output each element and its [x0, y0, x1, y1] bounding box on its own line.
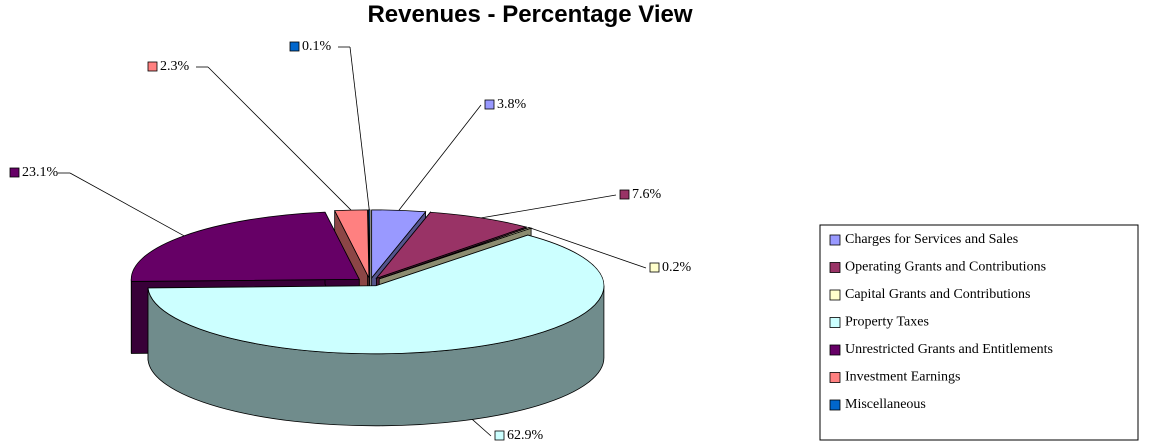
- legend-swatch: [829, 234, 841, 246]
- legend-label: Charges for Services and Sales: [845, 232, 1018, 247]
- label-swatch: [484, 99, 495, 110]
- legend-label: Operating Grants and Contributions: [845, 260, 1046, 275]
- legend-box: [819, 224, 1139, 441]
- label-swatch: [619, 189, 630, 200]
- leader-line: [529, 227, 647, 269]
- legend-swatch: [829, 344, 841, 356]
- legend-label: Unrestricted Grants and Entitlements: [845, 342, 1053, 357]
- slice: [147, 234, 605, 355]
- leader-line: [481, 194, 617, 219]
- legend-swatch: [829, 289, 841, 301]
- legend-swatch: [829, 399, 841, 411]
- label-swatch: [289, 41, 300, 52]
- label-swatch: [9, 167, 20, 178]
- legend-label: Capital Grants and Contributions: [845, 287, 1030, 302]
- data-label: 7.6%: [632, 187, 662, 202]
- leader-line: [207, 66, 352, 211]
- label-swatch: [494, 430, 505, 441]
- data-label: 62.9%: [507, 428, 544, 443]
- legend-swatch: [829, 262, 841, 273]
- label-swatch: [147, 61, 158, 72]
- label-swatch: [649, 262, 660, 273]
- slice: [371, 209, 427, 279]
- leader-line: [472, 419, 492, 437]
- data-label: 3.8%: [497, 97, 527, 112]
- slice: [334, 209, 370, 279]
- legend-label: Investment Earnings: [845, 370, 960, 385]
- legend-label: Miscellaneous: [845, 397, 926, 412]
- data-label: 23.1%: [22, 165, 59, 180]
- legend-swatch: [829, 372, 841, 383]
- slice: [375, 211, 528, 280]
- leader-line: [69, 172, 185, 237]
- leader-line: [349, 46, 370, 210]
- leader-line: [398, 104, 482, 211]
- chart-title: Revenues - Percentage View: [367, 1, 692, 28]
- data-label: 0.1%: [302, 39, 332, 54]
- data-label: 2.3%: [160, 59, 190, 74]
- slice: [130, 211, 360, 282]
- legend-label: Property Taxes: [845, 315, 929, 330]
- data-label: 0.2%: [662, 260, 692, 275]
- legend-swatch: [829, 317, 841, 328]
